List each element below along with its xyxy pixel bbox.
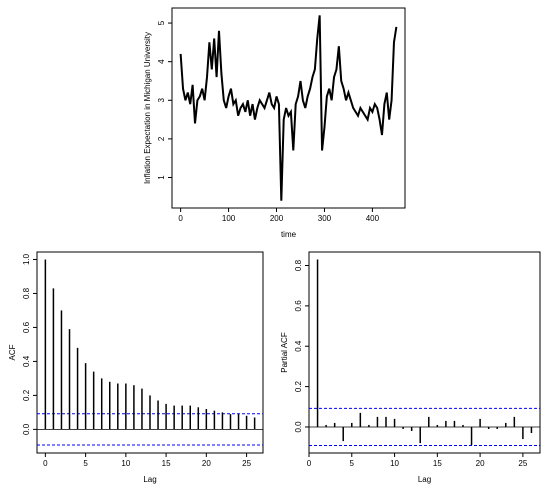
x-tick-label: 5 — [83, 459, 88, 468]
y-axis-label: Partial ACF — [280, 332, 289, 373]
y-tick-label: 3 — [157, 98, 166, 103]
x-axis-label: Lag — [143, 475, 156, 484]
plot-frame — [171, 7, 406, 209]
plot-frame — [36, 251, 264, 454]
x-tick-label: 20 — [202, 459, 211, 468]
y-tick-label: 0.6 — [294, 300, 303, 312]
y-tick-label: 0.0 — [22, 423, 31, 435]
x-axis-label: Lag — [418, 475, 431, 484]
series-line — [179, 15, 398, 201]
x-axis-label: time — [281, 230, 297, 239]
x-tick-label: 15 — [433, 459, 442, 468]
y-axis-label: ACF — [8, 344, 17, 360]
x-tick-label: 25 — [242, 459, 251, 468]
y-tick-label: 4 — [157, 59, 166, 64]
y-axis-label: Inflation Expectation in Michigan Univer… — [143, 32, 152, 184]
y-tick-label: 0.0 — [294, 421, 303, 433]
x-tick-label: 20 — [476, 459, 485, 468]
plot-frame — [308, 251, 541, 454]
y-tick-label: 0.8 — [294, 259, 303, 271]
x-tick-label: 10 — [121, 459, 130, 468]
y-tick-label: 1 — [157, 175, 166, 180]
y-tick-label: 0.8 — [22, 287, 31, 299]
y-tick-label: 5 — [157, 20, 166, 25]
x-tick-label: 10 — [390, 459, 399, 468]
y-tick-label: 1.0 — [22, 253, 31, 265]
x-tick-label: 300 — [318, 214, 332, 223]
y-tick-label: 0.2 — [22, 389, 31, 401]
y-tick-label: 0.2 — [294, 380, 303, 392]
x-tick-label: 15 — [162, 459, 171, 468]
y-tick-label: 2 — [157, 136, 166, 141]
x-tick-label: 0 — [178, 214, 183, 223]
y-tick-label: 0.6 — [22, 321, 31, 333]
x-tick-label: 25 — [518, 459, 527, 468]
y-tick-label: 0.4 — [22, 355, 31, 367]
x-tick-label: 0 — [307, 459, 312, 468]
y-tick-label: 0.4 — [294, 340, 303, 352]
x-tick-label: 0 — [43, 459, 48, 468]
x-tick-label: 400 — [366, 214, 380, 223]
x-tick-label: 100 — [222, 214, 236, 223]
x-tick-label: 5 — [350, 459, 355, 468]
x-tick-label: 200 — [270, 214, 284, 223]
